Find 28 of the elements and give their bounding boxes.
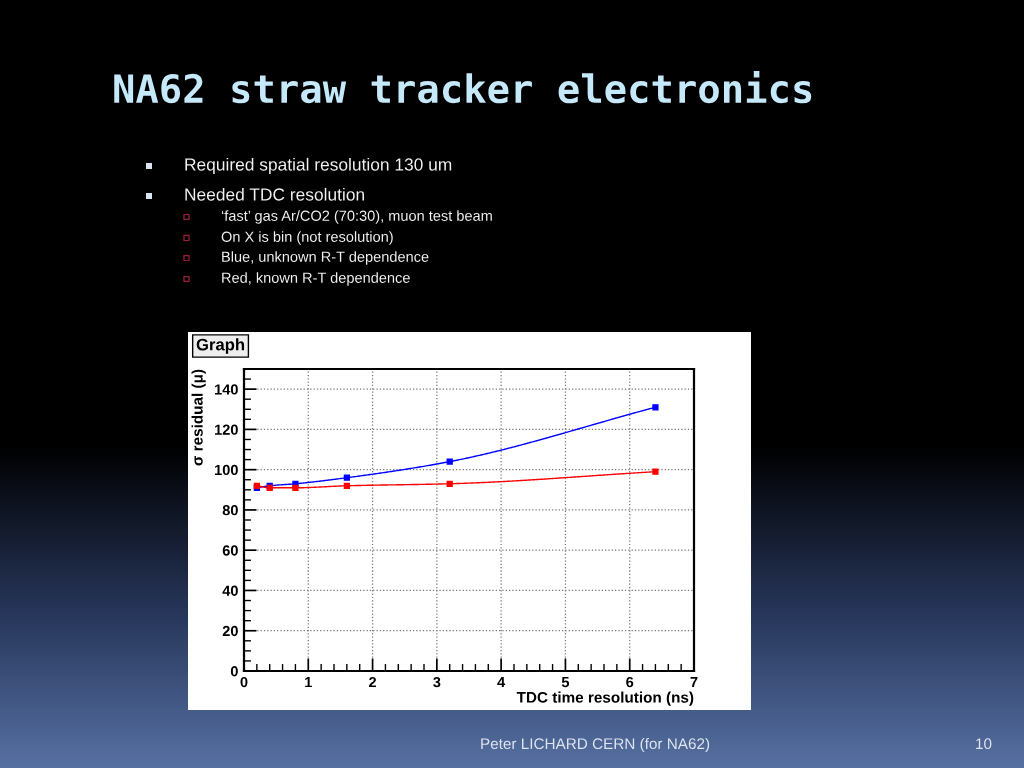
y-axis-title: σ residual (μ) — [191, 369, 206, 466]
y-tick-label: 20 — [222, 625, 238, 637]
y-tick-label: 0 — [230, 666, 238, 677]
x-tick-label: 1 — [305, 677, 312, 688]
text: ‘fast’ gas Ar/CO2 (70:30), muon test beam — [221, 210, 492, 224]
y-tick-label: 60 — [222, 545, 238, 556]
text: Needed TDC resolution — [185, 187, 364, 201]
chart-title: NA62 straw tracker electronics — [114, 71, 812, 104]
text: 10 — [976, 738, 992, 750]
y-tick-label: 120 — [215, 424, 238, 435]
text: Required spatial resolution 130 um — [185, 157, 452, 175]
text: Graph — [196, 338, 245, 354]
x-tick-label: 6 — [626, 676, 634, 688]
y-tick-label: 40 — [222, 585, 238, 596]
x-tick-label: 4 — [497, 677, 506, 688]
text: On X is bin (not resolution) — [221, 231, 393, 245]
text: Blue, unknown R-T dependence — [222, 251, 429, 265]
x-tick-label: 0 — [240, 676, 248, 688]
y-tick-label: 140 — [215, 384, 238, 395]
y-tick-label: 100 — [215, 464, 238, 476]
text: Peter LICHARD CERN (for NA62) — [481, 737, 710, 753]
y-tick-label: 80 — [222, 505, 238, 516]
x-tick-label: 5 — [561, 677, 570, 688]
x-tick-label: 7 — [690, 677, 698, 688]
x-axis-title: TDC time resolution (ns) — [516, 691, 694, 706]
text: Red, known R-T dependence — [222, 272, 410, 286]
x-tick-label: 3 — [433, 676, 441, 688]
x-tick-label: 2 — [369, 676, 377, 688]
